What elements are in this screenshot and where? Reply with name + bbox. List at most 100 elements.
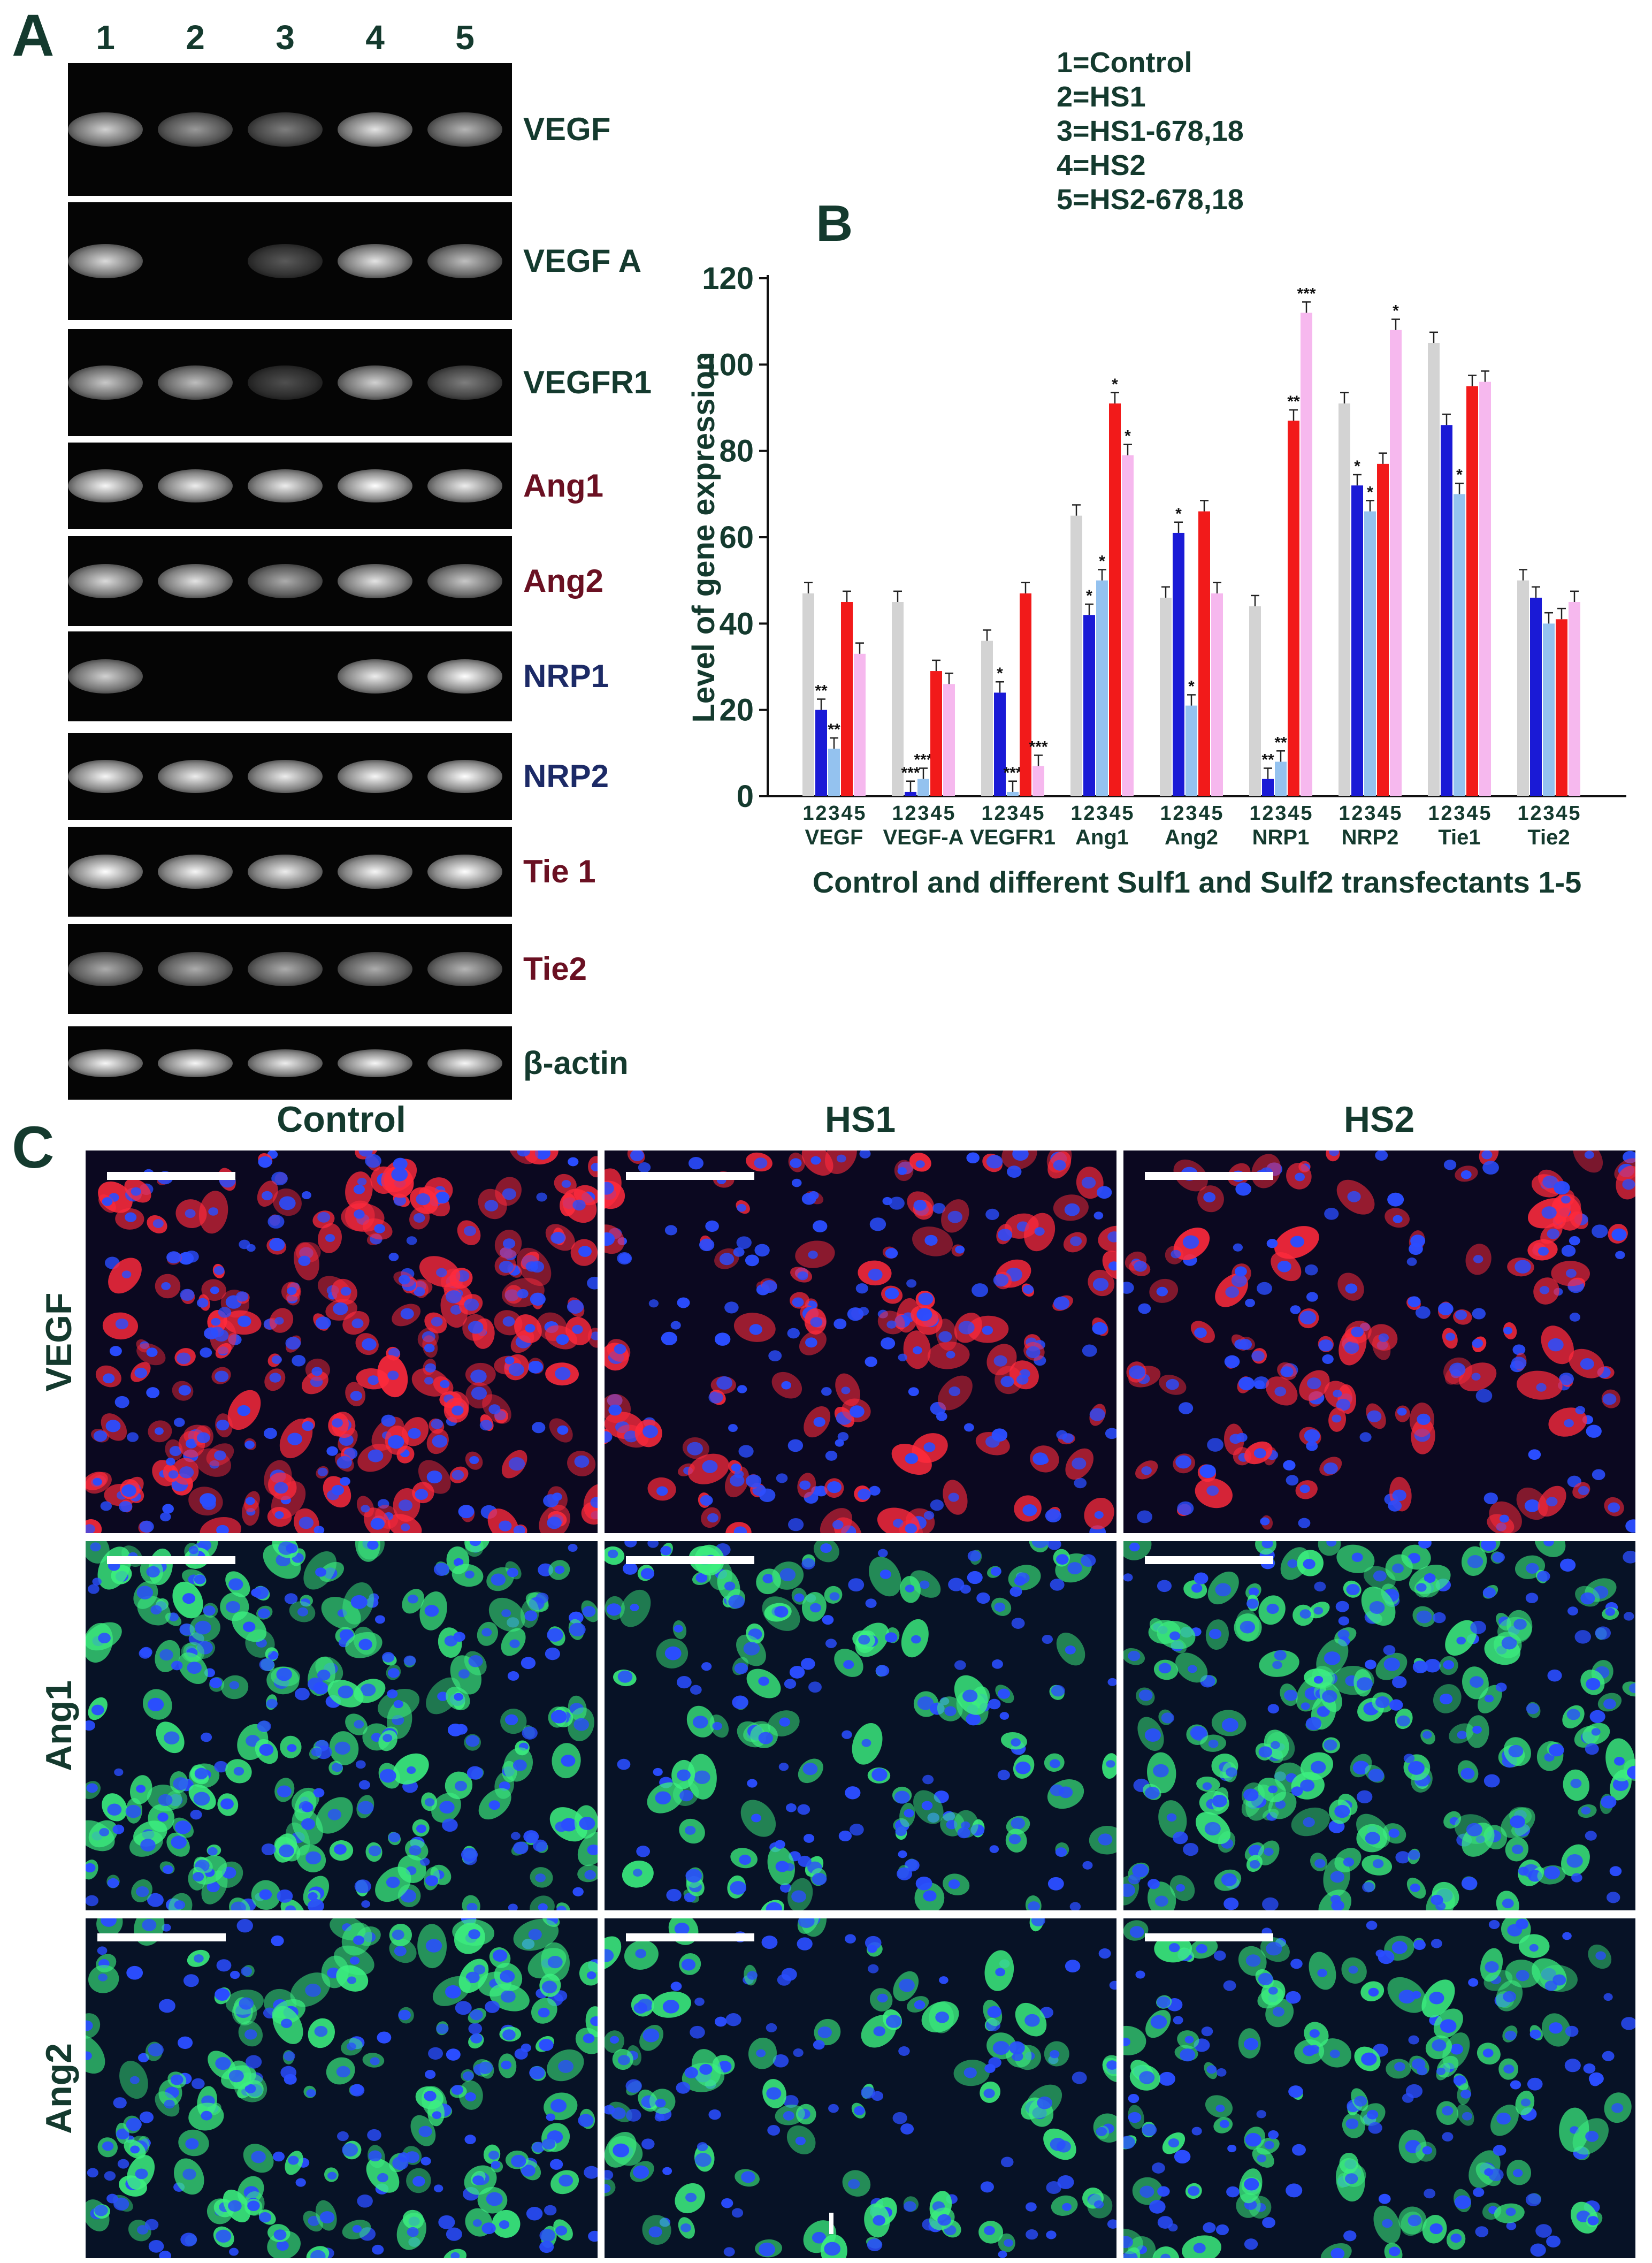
gel-band <box>427 564 502 598</box>
bar-ang1-5 <box>1122 455 1134 796</box>
gene-label: Ang2 <box>523 563 603 599</box>
gel-band <box>427 112 502 147</box>
gel-band <box>68 760 143 793</box>
micrograph-panel <box>605 1918 1116 2258</box>
bar-nrp2-5 <box>1390 330 1402 796</box>
bar-number-label: 2 <box>1530 802 1541 825</box>
significance-marker: * <box>1125 428 1131 445</box>
bar-number-label: 4 <box>1288 802 1299 825</box>
micrograph-panel <box>86 1150 598 1533</box>
y-tick-label: 0 <box>737 779 754 814</box>
bar-number-label: 2 <box>1441 802 1452 825</box>
lane-number: 3 <box>276 18 295 57</box>
micrograph-cells <box>86 1918 598 2258</box>
bar-number-label: 5 <box>943 802 954 825</box>
bar-tie1-4 <box>1466 386 1478 796</box>
bar-number-label: 4 <box>1109 802 1120 825</box>
significance-marker: * <box>1367 483 1373 501</box>
micrograph-cells <box>605 1541 1116 1910</box>
arrow-marker <box>829 2213 833 2234</box>
bar-tie2-5 <box>1569 602 1580 796</box>
bar-number-label: 3 <box>1364 802 1375 825</box>
bar-ang1-2 <box>1083 615 1095 796</box>
bar-number-label: 4 <box>841 802 852 825</box>
bar-number-label: 4 <box>1020 802 1031 825</box>
bar-vegfr1-4 <box>1020 593 1031 796</box>
gene-label: β-actin <box>523 1045 629 1081</box>
gel-strip <box>68 202 512 320</box>
bar-number-label: 3 <box>1543 802 1554 825</box>
bar-vegf-2 <box>815 710 827 796</box>
gel-band <box>338 760 412 793</box>
gel-band <box>427 469 502 502</box>
bar-number-label: 5 <box>1032 802 1044 825</box>
significance-marker: *** <box>901 764 920 782</box>
panel-a-letter: A <box>12 3 55 68</box>
row-label: Ang1 <box>39 1680 79 1771</box>
bar-vegf-5 <box>854 653 866 796</box>
category-label: Ang1 <box>1075 826 1129 849</box>
bar-number-label: 2 <box>1083 802 1095 825</box>
bar-nrp1-1 <box>1249 606 1261 796</box>
gel-band <box>158 564 233 598</box>
significance-marker: * <box>997 665 1003 682</box>
micrograph-panel <box>1123 1150 1635 1533</box>
category-label: NRP2 <box>1342 826 1399 849</box>
y-tick-label: 20 <box>719 693 754 728</box>
bar-tie1-3 <box>1454 494 1465 796</box>
gel-band <box>427 952 502 986</box>
bar-tie2-1 <box>1517 580 1529 796</box>
bar-tie2-2 <box>1530 597 1542 796</box>
gel-band <box>248 244 323 278</box>
bar-vegf-3 <box>828 749 840 796</box>
x-axis-title: Control and different Sulf1 and Sulf2 tr… <box>813 865 1582 899</box>
significance-marker: *** <box>1297 285 1316 302</box>
gel-band <box>68 855 143 889</box>
gel-strip <box>68 733 512 820</box>
significance-marker: * <box>1112 376 1118 393</box>
bar-tie1-1 <box>1428 343 1440 796</box>
category-label: Ang2 <box>1165 826 1218 849</box>
significance-marker: * <box>1456 466 1463 484</box>
category-label: Tie1 <box>1438 826 1480 849</box>
bar-number-label: 3 <box>1007 802 1018 825</box>
gel-strip <box>68 924 512 1014</box>
gel-band <box>68 112 143 147</box>
bar-number-label: 1 <box>802 802 814 825</box>
gene-label: Tie 1 <box>523 854 596 889</box>
significance-marker: * <box>1354 458 1360 475</box>
bar-vegfr1-3 <box>1007 791 1019 796</box>
gel-band <box>427 855 502 889</box>
bar-ang1-3 <box>1096 580 1108 796</box>
significance-marker: ** <box>828 721 840 738</box>
legend-entry: 2=HS1 <box>1057 81 1146 113</box>
gel-band <box>338 1049 412 1077</box>
gel-band <box>158 855 233 889</box>
gel-band <box>338 855 412 889</box>
gel-band <box>68 1049 143 1077</box>
scale-bar <box>626 1933 754 1941</box>
significance-marker: * <box>1393 302 1399 320</box>
scale-bar <box>1145 1172 1273 1180</box>
gel-band <box>427 760 502 793</box>
bar-number-label: 1 <box>1160 802 1171 825</box>
gel-band <box>248 112 323 147</box>
bar-number-label: 4 <box>1198 802 1210 825</box>
legend-entry: 3=HS1-678,18 <box>1057 115 1244 147</box>
gel-strip <box>68 1026 512 1100</box>
bar-vegf-a-1 <box>892 602 904 796</box>
scale-bar <box>97 1933 226 1941</box>
lane-number: 5 <box>455 18 475 57</box>
gel-strip <box>68 329 512 436</box>
category-label: VEGFR1 <box>970 826 1056 849</box>
significance-marker: * <box>1188 677 1195 695</box>
y-tick-label: 100 <box>702 347 754 382</box>
bar-nrp1-2 <box>1262 779 1274 796</box>
bar-vegfr1-2 <box>994 692 1006 796</box>
bar-nrp2-3 <box>1364 511 1376 796</box>
micrograph-panel <box>1123 1541 1635 1910</box>
bar-number-label: 2 <box>1262 802 1273 825</box>
bar-ang2-1 <box>1160 597 1172 796</box>
bar-number-label: 3 <box>828 802 839 825</box>
bar-vegf-1 <box>802 593 814 796</box>
